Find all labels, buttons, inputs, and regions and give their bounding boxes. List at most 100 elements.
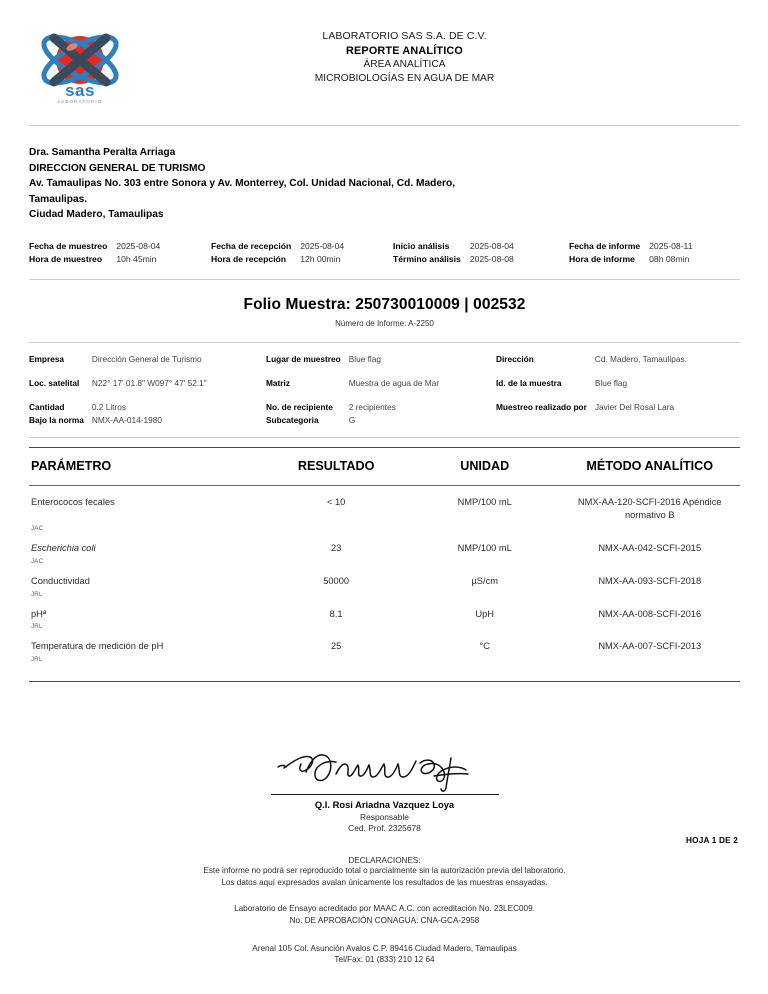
parameter-unit: NMP/100 mL	[457, 497, 512, 508]
parameter-result: 23	[330, 543, 342, 553]
parameter-method: NMX-AA-008-SCFI-2016	[598, 608, 702, 619]
analysis-scope: MICROBIOLOGÍAS EN AGUA DE MAR	[314, 72, 495, 84]
meta-value: 2025-08-04	[469, 240, 514, 251]
meta-label: Fecha de muestreo	[29, 240, 108, 251]
meta-value: 08h 08min	[649, 254, 690, 265]
report-footer: DECLARACIONES: Este informe no podrá ser…	[29, 856, 740, 966]
folio-number: Folio Muestra: 250730010009 | 002532	[243, 296, 526, 314]
analyst-initials: JRL	[31, 656, 43, 664]
header-divider	[29, 125, 740, 126]
meta-label: Hora de informe	[569, 254, 635, 265]
signatory-name: Q.I. Rosi Ariadna Vazquez Loya	[314, 799, 455, 810]
lab-address: Arenal 105 Col. Asunción Avalos C.P. 894…	[252, 943, 517, 953]
table-row: Conductividad 50000 µS/cm NMX-AA-093-SCF…	[29, 565, 740, 598]
parameter-name: Conductividad	[31, 575, 90, 586]
parameter-method: NMX-AA-120-SCFI-2016 Apéndice normativo …	[577, 497, 722, 521]
table-row: Escherichia coli 23 NMP/100 mL NMX-AA-04…	[29, 532, 740, 565]
company-name: LABORATORIO SAS S.A. DE C.V.	[322, 30, 487, 42]
analyst-initials: JRL	[31, 590, 43, 598]
sample-info-top-divider	[29, 342, 740, 344]
meta-value: 12h 00min	[300, 254, 341, 265]
parameter-result: 25	[330, 641, 342, 652]
declaration-text: Este informe no podrá ser reproducido to…	[203, 866, 566, 875]
table-row: Temperatura de medición de pH 25 °C NMX-…	[29, 630, 740, 663]
sample-value: Muestra de agua de Mar	[348, 378, 440, 389]
column-header-result: RESULTADO	[297, 459, 375, 474]
meta-value: 10h 45min	[116, 254, 157, 265]
meta-label: Término análisis	[393, 254, 461, 265]
sample-value: 0.2 Litros	[91, 402, 127, 413]
addressee-city: Ciudad Madero, Tamaulipas	[29, 209, 164, 220]
parameter-result: 8.1	[329, 608, 343, 619]
sample-label: Muestreo realizado por	[496, 402, 587, 413]
sample-label: Lugar de muestreo	[266, 354, 341, 365]
logo-subtext: LABORATORIO	[58, 99, 103, 104]
parameter-name: pHª	[31, 608, 47, 619]
parameter-result: < 10	[326, 497, 346, 508]
addressee-organization: DIRECCION GENERAL DE TURISMO	[29, 162, 206, 174]
meta-group-reception: Fecha de recepción Hora de recepción 202…	[211, 240, 393, 268]
addressee-state: Tamaulipas.	[29, 193, 88, 205]
sample-info-block: Empresa Loc. satelital Cantidad Bajo la …	[29, 342, 740, 439]
sas-laboratory-logo: sas LABORATORIO	[27, 30, 133, 106]
sample-label: Bajo la norma	[29, 415, 84, 426]
sample-value: NMX-AA-014-1980	[91, 415, 162, 426]
sample-value: G	[348, 415, 356, 426]
report-number: Número de Informe: A-2250	[335, 319, 434, 329]
analyst-initials: JAC	[31, 525, 44, 532]
meta-label: Fecha de informe	[569, 240, 641, 251]
parameter-method: NMX-AA-042-SCFI-2015	[598, 543, 702, 553]
parameter-unit: °C	[479, 641, 490, 652]
sample-info-bottom-divider	[29, 437, 740, 439]
meta-divider	[29, 279, 740, 281]
sample-group-company: Empresa Loc. satelital Cantidad Bajo la …	[29, 354, 266, 428]
parameter-result: 50000	[323, 575, 350, 586]
signatory-role: Responsable	[360, 812, 409, 822]
meta-group-report: Fecha de informe Hora de informe 2025-08…	[569, 240, 740, 268]
signature-block: Q.I. Rosi Ariadna Vazquez Loya Responsab…	[29, 748, 740, 833]
analyst-initials: JRL	[31, 623, 43, 631]
column-header-parameter: PARÁMETRO	[31, 459, 112, 474]
sample-label: Dirección	[496, 354, 534, 365]
sample-label: Cantidad	[29, 402, 65, 413]
parameter-unit: µS/cm	[471, 575, 498, 586]
parameter-name: Enterococos fecales	[31, 497, 115, 508]
meta-label: Fecha de recepción	[211, 240, 292, 251]
results-table-bottom-border	[29, 681, 740, 683]
sample-label: Id. de la muestra	[496, 378, 562, 389]
sample-group-location: Lugar de muestreo Matriz No. de recipien…	[266, 354, 496, 428]
page-indicator: HOJA 1 DE 2	[686, 836, 738, 845]
declarations-title: DECLARACIONES:	[348, 856, 421, 865]
parameter-unit: NMP/100 mL	[457, 543, 512, 553]
declaration-text: Los datos aquí expresados avalan únicame…	[221, 877, 548, 887]
results-header-divider	[29, 485, 740, 487]
column-header-method: MÉTODO ANALÍTICO	[586, 459, 714, 474]
meta-label: Inicio análisis	[393, 240, 450, 251]
department-name: ÁREA ANALÍTICA	[363, 59, 446, 71]
meta-value: 2025-08-04	[300, 240, 345, 251]
table-row: Enterococos fecales < 10 NMP/100 mL NMX-…	[29, 486, 740, 532]
sample-value: N22° 17' 01.8" W097° 47' 52.1"	[91, 378, 207, 389]
results-table-top-border	[29, 447, 740, 449]
sampling-dates-block: Fecha de muestreo Hora de muestreo 2025-…	[29, 240, 740, 268]
results-table: PARÁMETRO RESULTADO UNIDAD MÉTODO ANALÍT…	[29, 447, 740, 683]
report-header: LABORATORIO SAS S.A. DE C.V. REPORTE ANA…	[29, 0, 740, 112]
sample-label: Subcategoria	[266, 415, 319, 426]
folio-block: Folio Muestra: 250730010009 | 002532 Núm…	[29, 296, 740, 328]
sample-label: No. de recipiente	[266, 402, 333, 413]
meta-value: 2025-08-11	[649, 240, 693, 251]
sample-value: Cd. Madero, Tamaulipas.	[594, 354, 687, 365]
lab-phone: Tel/Fax: 01 (833) 210 12 64	[334, 955, 435, 965]
meta-group-sampling: Fecha de muestreo Hora de muestreo 2025-…	[29, 240, 211, 268]
table-row: pHª 8.1 UpH NMX-AA-008-SCFI-2016 JRL	[29, 598, 740, 631]
parameter-method: NMX-AA-093-SCFI-2018	[598, 575, 702, 586]
sample-label: Matriz	[266, 378, 290, 389]
logo-atom-mark	[41, 33, 119, 87]
sample-value: Blue flag	[348, 354, 381, 365]
addressee-block: Dra. Samantha Peralta Arriaga DIRECCION …	[29, 145, 740, 223]
sample-label: Loc. satelital	[29, 378, 80, 389]
sample-label: Empresa	[29, 354, 65, 365]
meta-label: Hora de recepción	[211, 254, 286, 265]
conagua-approval-text: No. DE APROBACIÓN CONAGUA: CNA-GCA-2958	[289, 915, 480, 925]
